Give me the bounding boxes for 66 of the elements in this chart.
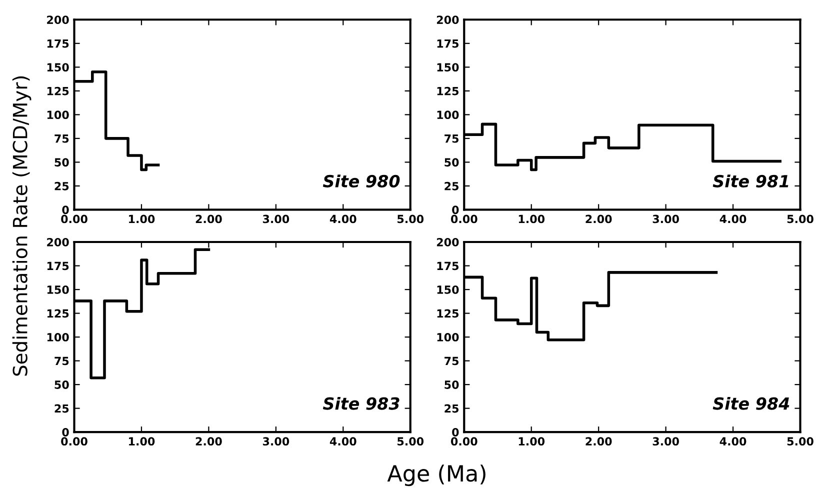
- y-tick-label: 175: [47, 40, 69, 48]
- x-tick-label: 2.00: [586, 437, 612, 446]
- y-tick-label: 175: [437, 262, 458, 270]
- x-tick-label: 2.00: [586, 214, 612, 224]
- x-tick-label: 5.00: [787, 437, 814, 446]
- x-tick-label: 4.00: [720, 214, 746, 224]
- x-tick-label: 2.00: [196, 437, 222, 446]
- x-tick-label: 3.00: [652, 214, 679, 224]
- x-tick-label: 5.00: [398, 437, 424, 446]
- x-tick-label: 0.00: [450, 437, 478, 446]
- y-tick-label: 175: [47, 262, 69, 270]
- x-tick-label: 5.00: [398, 214, 424, 224]
- x-tick-label: 0.00: [61, 214, 88, 224]
- x-tick-label: 4.00: [330, 214, 356, 224]
- y-tick-label: 0: [452, 428, 459, 436]
- y-tick-label: 150: [47, 286, 69, 294]
- y-tick-label: 50: [444, 380, 459, 389]
- x-tick-label: 3.00: [652, 437, 679, 446]
- y-tick-label: 25: [54, 404, 69, 413]
- y-tick-label: 0: [62, 428, 69, 436]
- y-tick-label: 150: [437, 63, 459, 72]
- y-tick-label: 175: [437, 40, 458, 48]
- x-tick-label: 2.00: [196, 214, 222, 224]
- x-tick-label: 3.00: [262, 214, 290, 224]
- x-tick-label: 5.00: [787, 214, 814, 224]
- x-tick-label: 4.00: [720, 437, 746, 446]
- y-tick-label: 75: [54, 356, 69, 366]
- y-tick-label: 25: [444, 404, 458, 413]
- annotation: Site 983: [322, 396, 400, 410]
- y-tick-label: 75: [54, 134, 69, 143]
- y-axis-title: Sedimentation Rate (MCD/Myr): [12, 76, 32, 376]
- y-tick-label: 50: [444, 158, 459, 167]
- x-tick-label: 4.00: [330, 437, 356, 446]
- y-tick-label: 200: [47, 238, 69, 246]
- annotation: Site 984: [712, 396, 790, 410]
- y-tick-label: 25: [444, 182, 458, 190]
- y-tick-label: 50: [54, 158, 69, 167]
- x-tick-label: 3.00: [262, 437, 290, 446]
- annotation: Site 981: [712, 174, 788, 188]
- y-tick-label: 75: [444, 134, 458, 143]
- x-tick-label: 1.00: [518, 437, 545, 446]
- x-tick-label: 1.00: [518, 214, 545, 224]
- y-tick-label: 125: [47, 86, 69, 96]
- y-tick-label: 200: [436, 16, 459, 24]
- y-tick-label: 0: [62, 206, 69, 214]
- y-tick-label: 25: [54, 182, 69, 190]
- y-tick-label: 125: [47, 309, 69, 318]
- y-tick-label: 200: [436, 238, 459, 246]
- x-tick-label: 1.00: [129, 437, 155, 446]
- y-tick-label: 100: [437, 333, 459, 342]
- y-tick-label: 150: [437, 286, 459, 294]
- y-tick-label: 100: [47, 110, 69, 120]
- y-tick-label: 150: [47, 63, 69, 72]
- x-tick-label: 1.00: [129, 214, 155, 224]
- y-tick-label: 50: [54, 380, 69, 389]
- annotation: Site 980: [322, 174, 400, 188]
- y-tick-label: 100: [437, 110, 459, 120]
- y-tick-label: 0: [452, 206, 459, 214]
- y-tick-label: 125: [437, 309, 458, 318]
- y-tick-label: 200: [47, 16, 69, 24]
- y-tick-label: 100: [47, 333, 69, 342]
- x-tick-label: 0.00: [61, 437, 88, 446]
- y-tick-label: 75: [444, 356, 458, 366]
- x-axis-title: Age (Ma): [387, 464, 486, 486]
- y-tick-label: 125: [437, 86, 458, 96]
- x-tick-label: 0.00: [450, 214, 478, 224]
